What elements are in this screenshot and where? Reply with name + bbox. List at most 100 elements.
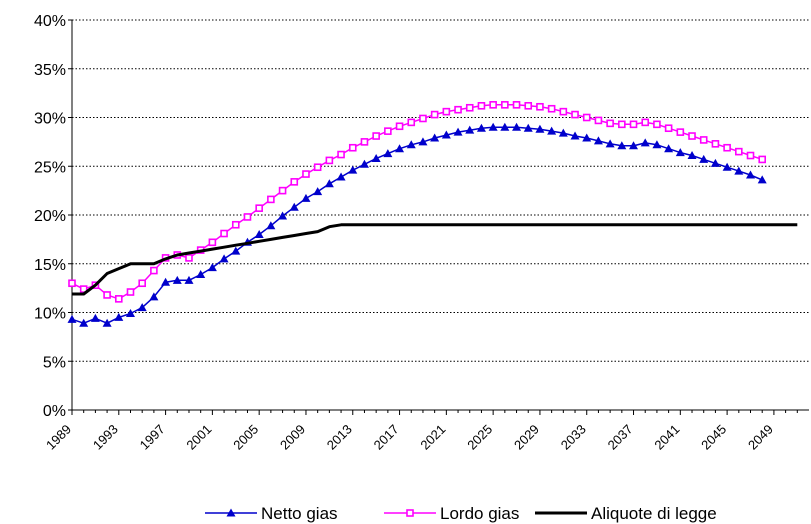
netto-point [226, 508, 236, 517]
lordo-point [220, 229, 228, 238]
lordo-point [676, 128, 685, 136]
lordo-point [243, 213, 252, 221]
lordo-point [501, 101, 509, 109]
lordo-point [489, 101, 497, 109]
netto-point [746, 170, 756, 179]
lordo-point [384, 127, 392, 135]
netto-point [278, 211, 288, 220]
netto-point [149, 292, 159, 301]
y-tick-label: 20% [34, 208, 66, 225]
lordo-point [103, 291, 111, 299]
netto-point [523, 123, 533, 132]
lordo-point [442, 107, 451, 116]
gridlines [72, 19, 809, 362]
x-tick-label: 2029 [511, 422, 542, 453]
lordo-point [430, 110, 439, 119]
lordo-point [594, 116, 603, 125]
lordo-point [653, 120, 661, 129]
netto-point [476, 123, 486, 132]
lordo-point [68, 279, 76, 288]
netto-point [114, 312, 124, 321]
lordo-point [606, 119, 614, 128]
lordo-point [255, 204, 263, 212]
series-netto-gias [67, 122, 767, 327]
lordo-point [79, 285, 88, 293]
netto-point [395, 144, 405, 153]
netto-point [383, 149, 393, 158]
series-layer [67, 101, 798, 327]
netto-point [254, 230, 264, 238]
netto-point [359, 159, 369, 168]
lordo-point [337, 150, 345, 159]
netto-point [172, 275, 182, 284]
legend-label: Netto gias [261, 504, 338, 523]
y-tick-label: 0% [43, 403, 66, 420]
y-tick-label: 40% [34, 13, 66, 30]
netto-point [734, 166, 744, 175]
lordo-point [231, 220, 240, 229]
x-tick-label: 2001 [183, 422, 214, 453]
netto-point [687, 151, 697, 160]
netto-point [90, 313, 100, 322]
netto-point [441, 130, 451, 139]
x-tick-label: 2041 [651, 422, 682, 453]
netto-point [722, 162, 732, 171]
lordo-point [419, 114, 427, 123]
netto-point [207, 263, 217, 272]
legend-item: Aliquote di legge [535, 504, 717, 523]
netto-point [324, 179, 334, 188]
netto-point [289, 202, 299, 211]
netto-point [161, 277, 171, 286]
lordo-point [746, 151, 755, 160]
netto-point [535, 124, 545, 133]
lordo-point [536, 102, 544, 111]
lordo-point [618, 120, 626, 129]
netto-point [231, 246, 241, 255]
x-tick-label: 2025 [464, 422, 495, 453]
x-tick-label: 1993 [90, 422, 121, 453]
netto-point [79, 318, 89, 327]
lordo-point [559, 107, 568, 116]
netto-point [418, 137, 428, 146]
y-axis-ticks: 0% 5% 10% 15% 20% 25% 30% 35% 40% [34, 13, 72, 420]
lordo-point [290, 178, 299, 186]
x-tick-label: 1989 [43, 422, 74, 453]
netto-point [605, 139, 615, 148]
lordo-point [547, 104, 556, 113]
y-tick-label: 5% [43, 354, 66, 371]
lordo-point [723, 143, 731, 152]
netto-point [137, 303, 147, 312]
lordo-point [629, 120, 638, 129]
y-tick-label: 30% [34, 111, 66, 128]
netto-point [710, 158, 720, 167]
netto-point [488, 122, 498, 131]
x-tick-label: 2013 [324, 422, 355, 453]
netto-point [430, 133, 440, 142]
legend: Netto gias Lordo gias Aliquote di legge [205, 504, 717, 523]
lordo-point [582, 113, 591, 122]
x-axis-ticks: 1989 1993 1997 2001 2005 2009 2013 2017 2021 2025… [43, 410, 798, 453]
x-tick-label: 2017 [371, 422, 402, 453]
lordo-point [267, 195, 275, 204]
legend-label: Lordo gias [440, 504, 519, 523]
y-tick-label: 25% [34, 159, 66, 176]
netto-point [593, 136, 603, 145]
netto-point [699, 154, 709, 163]
legend-item: Netto gias [205, 504, 338, 523]
series-line-aliquote-di-legge [72, 223, 798, 296]
netto-point [102, 318, 112, 327]
netto-point [196, 269, 206, 278]
netto-point [558, 128, 568, 137]
netto-point [500, 122, 510, 131]
lordo-point [664, 124, 673, 133]
lordo-point [372, 132, 380, 140]
netto-point [640, 138, 650, 147]
legend-item: Lordo gias [384, 504, 519, 523]
lordo-point [114, 295, 123, 303]
netto-point [301, 193, 311, 202]
netto-point [266, 221, 276, 230]
lordo-point [313, 163, 322, 172]
netto-point [629, 141, 639, 150]
x-tick-label: 1997 [137, 422, 168, 453]
netto-point [336, 172, 346, 181]
